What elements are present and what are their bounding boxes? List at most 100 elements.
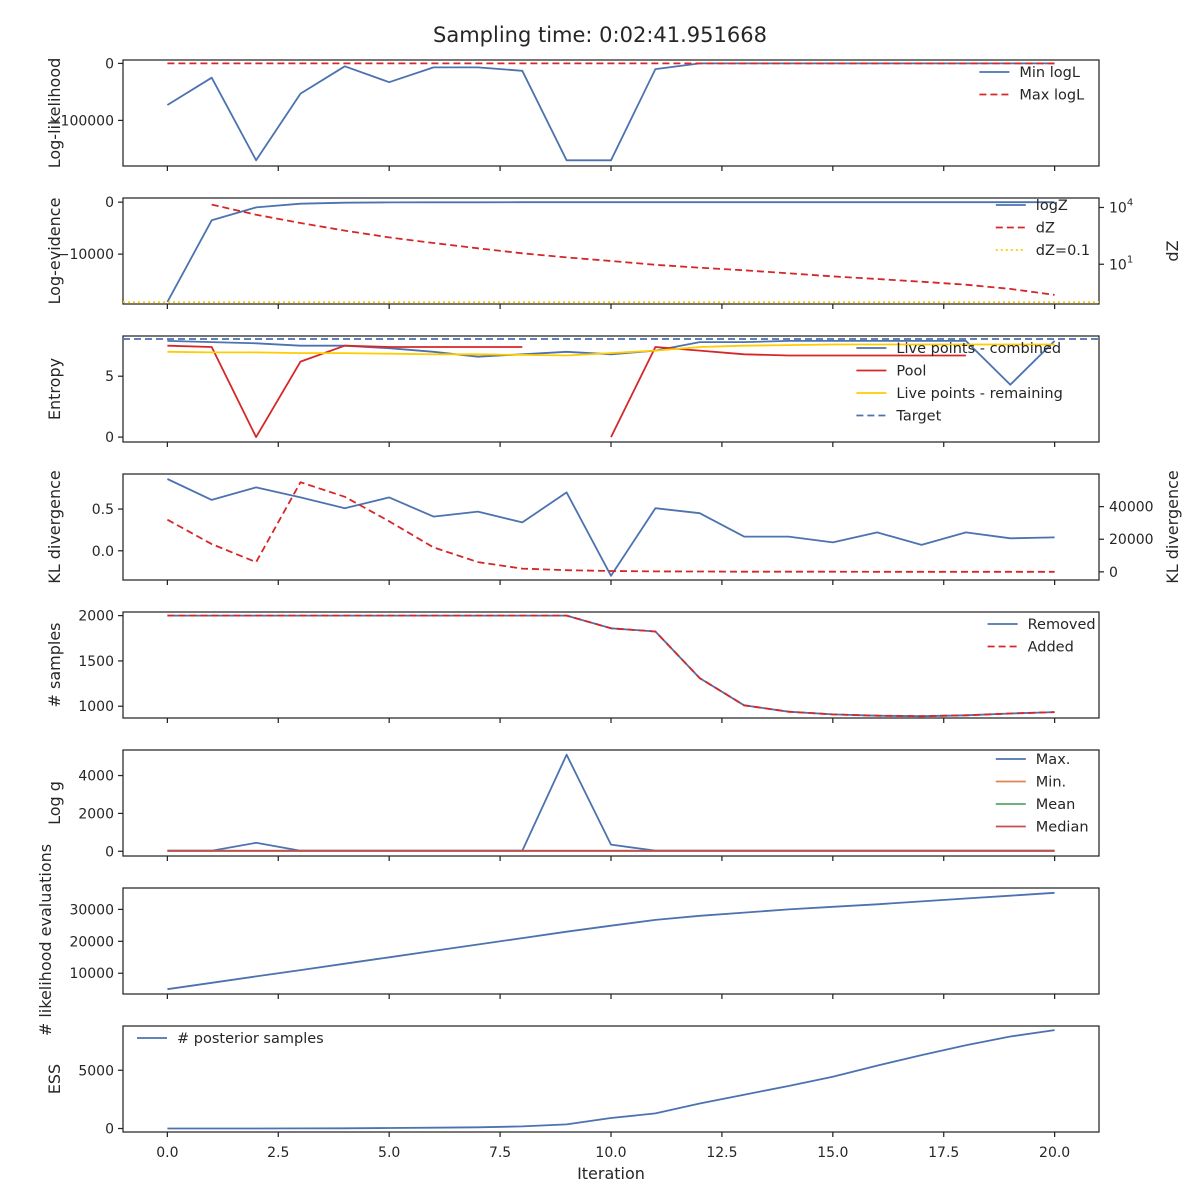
series-line-live-points-combined — [167, 339, 1056, 386]
legend-label: Target — [895, 409, 941, 425]
legend: Min logL Max logL — [979, 65, 1084, 104]
series-group — [123, 338, 1099, 439]
y-axis-label: Log-evidence — [45, 198, 64, 305]
y-tick-label: 0 — [105, 56, 114, 72]
y-axis-label: # likelihood evaluations — [36, 844, 55, 1036]
y-axis-label: Log-likelihood — [45, 58, 64, 169]
y-axis-label: Entropy — [45, 358, 64, 420]
y-tick-label: −100000 — [49, 113, 114, 129]
figure-title: Sampling time: 0:02:41.951668 — [433, 23, 767, 47]
y-tick-label: 0.0 — [92, 544, 114, 560]
series-group — [166, 62, 1055, 162]
plot-frame — [122, 887, 1100, 995]
x-tick-label: 17.5 — [928, 1145, 959, 1161]
legend-label: Max. — [1036, 752, 1071, 768]
y-tick-label: 0 — [105, 195, 114, 211]
y2-tick-base: 10 — [1109, 200, 1127, 216]
series-line-min-logl — [166, 62, 1055, 162]
y-tick-label: 0 — [105, 844, 114, 860]
y-tick-label: 1000 — [78, 699, 114, 715]
series-line-removed — [167, 614, 1055, 718]
y-tick-label: 10000 — [69, 966, 114, 982]
plot-frame — [122, 197, 1100, 305]
legend: Removed Added — [987, 617, 1096, 656]
x-tick-label: 12.5 — [706, 1145, 737, 1161]
series-line-dz — [211, 203, 1055, 296]
x-tick-label: 2.5 — [267, 1145, 289, 1161]
y2-tick-exponent: 4 — [1127, 197, 1133, 208]
legend-label: logZ — [1036, 198, 1068, 214]
y-tick-label: 5 — [105, 369, 114, 385]
panel-6: 4000 2000 0 Log g Max. Min. Mean Median — [45, 749, 1100, 861]
y2-tick-label: 104 — [1109, 197, 1133, 216]
legend: logZ dZ dZ=0.1 — [995, 198, 1090, 259]
legend: Max. Min. Mean Median — [995, 752, 1089, 836]
panel-4: 0.5 0.0 KL divergence 40000 20000 0 KL diverge… — [45, 470, 1182, 585]
y2-tick-label: 20000 — [1109, 532, 1154, 548]
legend-label: Pool — [896, 364, 926, 380]
y2-tick-label: 101 — [1109, 254, 1133, 273]
series-line--posterior-samples — [167, 1029, 1055, 1130]
y2-axis-label: KL divergence — [1163, 470, 1182, 583]
panel-5: 2000 1500 1000 # samples Removed Added — [45, 609, 1100, 723]
series-line-logz — [166, 201, 1055, 303]
plot-frame — [122, 749, 1100, 857]
legend-label: Removed — [1028, 617, 1096, 633]
legend-label: Max logL — [1019, 88, 1084, 104]
y-tick-label: 30000 — [69, 902, 114, 918]
x-tick-label: 5.0 — [378, 1145, 400, 1161]
series-group — [167, 1029, 1055, 1130]
y-tick-label: 5000 — [78, 1063, 114, 1079]
y2-tick-label: 40000 — [1109, 500, 1154, 516]
legend-label: Min. — [1036, 775, 1066, 791]
x-tick-label: 0.0 — [156, 1145, 178, 1161]
y-tick-label: −10000 — [58, 247, 114, 263]
y-tick-label: 1500 — [78, 654, 114, 670]
legend-label: Median — [1036, 820, 1089, 836]
y-tick-label: 0 — [105, 1122, 114, 1138]
series-line-added — [167, 614, 1055, 718]
x-tick-label: 10.0 — [595, 1145, 626, 1161]
y-axis-label: # samples — [45, 623, 64, 708]
legend-label: Min logL — [1019, 65, 1080, 81]
x-tick-label: 20.0 — [1039, 1145, 1070, 1161]
series-line-pool-part1 — [167, 344, 523, 439]
plot-frame — [122, 59, 1100, 167]
y-tick-label: 2000 — [78, 609, 114, 625]
series-group — [167, 891, 1055, 991]
x-axis-label: Iteration — [577, 1164, 645, 1183]
series-group — [123, 201, 1099, 304]
panel-8: 0.0 2.5 5.0 7.5 10.0 12.5 15.0 17.5 20.0 5000 0 ESS… — [45, 1025, 1100, 1161]
y-tick-label: 20000 — [69, 934, 114, 950]
y-tick-label: 2000 — [78, 806, 114, 822]
series-line-s0 — [167, 478, 1055, 577]
legend-label: dZ=0.1 — [1036, 243, 1090, 259]
panel-7: 30000 20000 10000 # likelihood evaluations — [36, 844, 1100, 1036]
series-line-pool-part2 — [610, 346, 966, 438]
y2-tick-label: 0 — [1109, 565, 1118, 581]
series-line-live-points-remaining — [167, 343, 1055, 357]
y-axis-label: ESS — [45, 1064, 64, 1094]
legend-label: Mean — [1036, 797, 1076, 813]
y2-axis-label: dZ — [1163, 240, 1182, 261]
series-group — [167, 753, 1055, 852]
y2-tick-exponent: 1 — [1127, 254, 1133, 265]
x-tick-label: 15.0 — [817, 1145, 848, 1161]
legend-label: Live points - combined — [896, 341, 1061, 357]
y-tick-label: 0 — [105, 430, 114, 446]
y-axis-label: Log g — [45, 781, 64, 825]
legend-label: Added — [1028, 640, 1074, 656]
legend-label: # posterior samples — [177, 1031, 324, 1047]
legend-label: Live points - remaining — [896, 386, 1062, 402]
legend: # posterior samples — [137, 1031, 324, 1047]
legend-label: dZ — [1036, 221, 1055, 237]
legend: Live points - combined Pool Live points - … — [856, 341, 1063, 425]
y-tick-label: 4000 — [78, 769, 114, 785]
series-line-s0 — [167, 891, 1055, 991]
y-tick-label: 0.5 — [92, 502, 114, 518]
x-tick-label: 7.5 — [489, 1145, 511, 1161]
